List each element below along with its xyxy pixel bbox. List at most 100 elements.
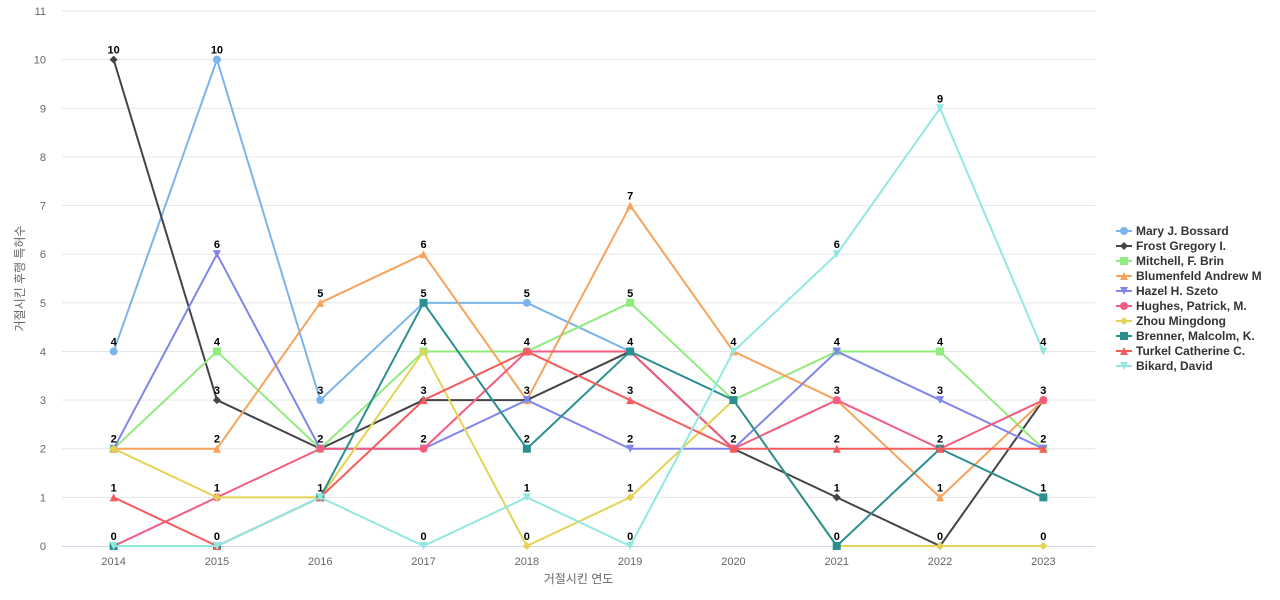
data-label: 3 [937, 385, 943, 397]
data-label: 4 [937, 336, 944, 348]
data-label: 3 [730, 385, 736, 397]
data-point [626, 444, 635, 453]
data-label: 2 [627, 434, 633, 446]
legend-item[interactable]: Brenner, Malcolm, K. [1116, 329, 1255, 343]
data-point [316, 298, 325, 307]
legend-item[interactable]: Hazel H. Szeto [1116, 284, 1218, 298]
data-label: 0 [834, 531, 840, 543]
data-point [522, 396, 531, 405]
data-label: 0 [627, 531, 633, 543]
data-point [1039, 396, 1048, 405]
data-label: 2 [524, 434, 530, 446]
data-point [1039, 347, 1048, 356]
data-label: 5 [317, 288, 323, 300]
data-point [832, 542, 841, 550]
data-point [419, 444, 428, 453]
data-label: 1 [627, 482, 633, 494]
y-tick-label: 11 [35, 6, 46, 18]
legend-label: Bikard, David [1136, 359, 1213, 373]
data-point [419, 347, 428, 356]
data-point [522, 347, 531, 356]
data-point [316, 493, 325, 502]
legend-item[interactable]: Blumenfeld Andrew M [1116, 269, 1262, 283]
x-tick-label: 2016 [308, 556, 332, 568]
data-label: 3 [834, 385, 840, 397]
legend-marker [1120, 287, 1128, 295]
data-label: 3 [627, 385, 633, 397]
data-label: 6 [420, 239, 426, 251]
data-label: 7 [627, 191, 633, 203]
data-label: 10 [108, 45, 120, 57]
data-point [1039, 493, 1048, 502]
legend-label: Blumenfeld Andrew M [1136, 269, 1262, 283]
x-tick-label: 2017 [411, 556, 435, 568]
legend-item[interactable]: Mitchell, F. Brin [1116, 254, 1224, 268]
series-bikard-david[interactable] [109, 104, 1048, 550]
data-point [626, 493, 635, 502]
y-tick-label: 3 [40, 395, 46, 407]
data-label: 2 [111, 434, 117, 446]
x-tick-label: 2020 [721, 556, 745, 568]
y-tick-label: 8 [40, 152, 46, 164]
data-point [109, 493, 118, 502]
y-tick-label: 10 [34, 55, 46, 67]
legend-item[interactable]: Turkel Catherine C. [1116, 344, 1245, 358]
legend-label: Hughes, Patrick, M. [1136, 299, 1247, 313]
legend-item[interactable]: Hughes, Patrick, M. [1116, 299, 1247, 313]
data-point [936, 493, 945, 502]
series-line [113, 350, 1044, 547]
data-point [212, 55, 221, 64]
legend-item[interactable]: Bikard, David [1116, 359, 1213, 373]
data-label: 2 [1040, 434, 1046, 446]
x-tick-label: 2021 [825, 556, 849, 568]
x-tick-label: 2014 [101, 556, 125, 568]
legend-label: Turkel Catherine C. [1136, 344, 1245, 358]
data-label: 0 [524, 531, 530, 543]
data-label: 3 [317, 385, 323, 397]
data-point [936, 104, 945, 113]
data-label: 0 [420, 531, 426, 543]
data-point [832, 347, 841, 356]
y-tick-label: 1 [40, 492, 46, 504]
data-label: 4 [730, 336, 737, 348]
data-point [832, 493, 841, 502]
legend-item[interactable]: Zhou Mingdong [1116, 314, 1226, 328]
data-point [316, 396, 325, 405]
data-label: 1 [1040, 482, 1046, 494]
data-point [522, 493, 531, 502]
series-line [112, 253, 1044, 450]
data-label: 2 [937, 434, 943, 446]
y-tick-label: 7 [40, 201, 46, 213]
data-label: 6 [834, 239, 840, 251]
data-point [936, 542, 945, 550]
data-point [419, 250, 428, 259]
legend-item[interactable]: Frost Gregory I. [1116, 239, 1226, 253]
data-label: 1 [214, 482, 220, 494]
y-axis-ticks: 0 1 2 3 4 5 6 7 8 9 10 11 [34, 6, 46, 553]
data-point [626, 542, 635, 550]
data-label: 1 [937, 482, 943, 494]
legend-label: Mitchell, F. Brin [1136, 254, 1224, 268]
data-point [936, 347, 945, 356]
data-label: 4 [1040, 336, 1047, 348]
data-point [419, 298, 428, 307]
data-point [419, 396, 428, 405]
series-line [113, 107, 1045, 547]
data-point [109, 55, 118, 64]
data-label: 0 [1040, 531, 1046, 543]
data-label: 4 [627, 336, 634, 348]
legend-item[interactable]: Mary J. Bossard [1116, 224, 1229, 238]
data-label: 4 [834, 336, 841, 348]
data-point [316, 444, 325, 453]
x-tick-label: 2019 [618, 556, 642, 568]
y-tick-label: 5 [40, 298, 46, 310]
data-label: 0 [937, 531, 943, 543]
data-point [626, 201, 635, 210]
legend-marker [1120, 302, 1128, 310]
data-label: 2 [214, 434, 220, 446]
data-label: 2 [834, 434, 840, 446]
data-label: 0 [214, 531, 220, 543]
